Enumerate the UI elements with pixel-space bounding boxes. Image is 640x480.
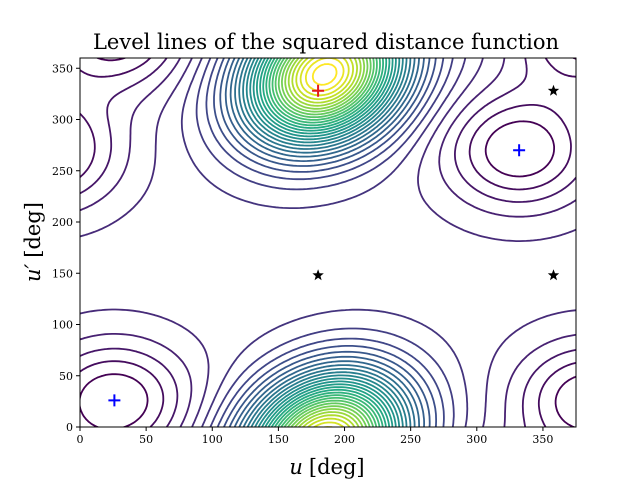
contour-level-line <box>249 58 401 427</box>
x-tick-label: 350 <box>532 433 553 446</box>
contour-level-line <box>213 58 437 427</box>
contour-level-line <box>287 58 362 427</box>
x-tick-label: 300 <box>466 433 487 446</box>
y-tick-label: 300 <box>52 114 73 127</box>
y-tick-label: 200 <box>52 216 73 229</box>
x-tick-label: 200 <box>334 433 355 446</box>
contour-level-line <box>252 58 397 427</box>
x-axis-variable: u <box>289 455 303 479</box>
contour-level-line <box>234 58 416 427</box>
contour-level-line <box>311 63 338 86</box>
y-axis-ticks: 0 50 100 150 200 250 300 350 <box>52 62 80 434</box>
contour-lines <box>80 58 576 427</box>
y-tick-label: 350 <box>52 62 73 75</box>
x-tick-label: 0 <box>77 433 84 446</box>
marker-layer <box>108 84 560 407</box>
contour-level-line <box>245 58 404 427</box>
y-axis-label: u′ [deg] <box>21 202 45 282</box>
y-tick-label: 150 <box>52 267 73 280</box>
contour-level-line <box>229 58 420 427</box>
contour-level-line <box>80 58 576 427</box>
contour-level-line <box>224 58 425 427</box>
contour-level-line <box>80 58 576 427</box>
contour-level-line <box>262 58 388 427</box>
contour-level-line <box>205 58 445 427</box>
x-tick-label: 250 <box>400 433 421 446</box>
contour-level-line <box>284 58 366 427</box>
x-tick-label: 50 <box>139 433 153 446</box>
contour-level-line <box>255 58 394 427</box>
contour-level-line <box>277 58 372 427</box>
contour-level-line <box>195 58 455 427</box>
y-axis-unit: [deg] <box>21 202 45 258</box>
contour-level-line <box>242 58 408 427</box>
y-tick-label: 250 <box>52 165 73 178</box>
contour-level-line <box>80 58 576 427</box>
contour-level-line <box>305 58 345 427</box>
y-tick-label: 100 <box>52 319 73 332</box>
contour-level-line <box>271 58 378 427</box>
y-axis-variable: u′ <box>21 263 45 282</box>
contour-level-line <box>291 58 358 427</box>
y-tick-label: 50 <box>59 370 73 383</box>
x-tick-label: 100 <box>202 433 223 446</box>
star-marker <box>547 84 560 96</box>
contour-level-line <box>281 58 369 427</box>
x-axis-unit: [deg] <box>309 455 365 479</box>
x-axis-label: u [deg] <box>289 455 364 479</box>
x-axis-ticks: 0 50 100 150 200 250 300 350 <box>77 427 553 446</box>
contour-level-line <box>180 58 469 427</box>
chart-title: Level lines of the squared distance func… <box>93 30 559 54</box>
plot-frame <box>79 57 577 428</box>
contour-level-line <box>274 58 375 427</box>
contour-level-line <box>295 58 354 427</box>
contour-level-line <box>259 58 391 427</box>
contour-level-line <box>265 58 384 427</box>
star-marker <box>547 269 560 281</box>
contour-level-line <box>238 58 412 427</box>
star-marker <box>312 269 324 281</box>
plus-marker <box>513 144 526 157</box>
x-tick-label: 150 <box>268 433 289 446</box>
contour-level-line <box>219 58 431 427</box>
plus-marker <box>108 394 121 407</box>
contour-level-line <box>268 58 381 427</box>
plus-marker <box>312 84 325 97</box>
y-tick-label: 0 <box>66 421 73 434</box>
contour-level-line <box>80 58 576 427</box>
